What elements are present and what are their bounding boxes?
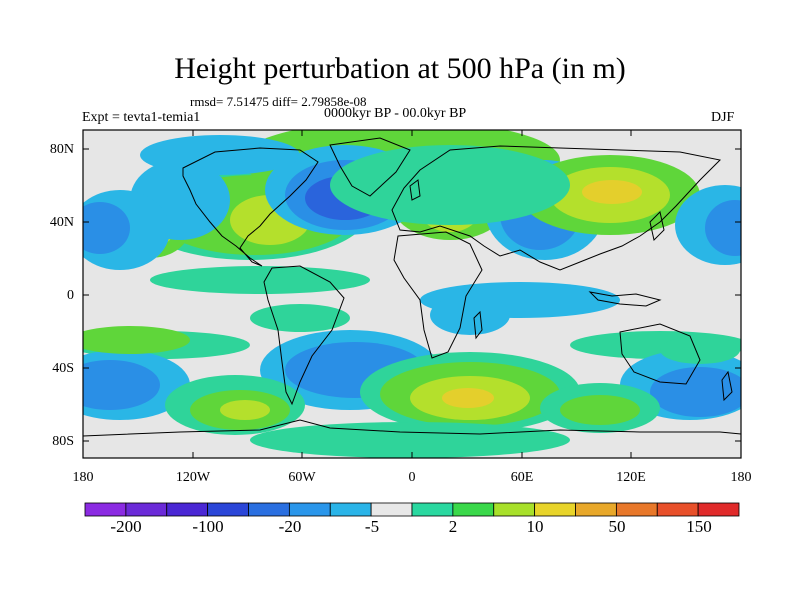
y-tick-label: 80S	[52, 434, 74, 449]
colorbar-label: -20	[278, 517, 302, 536]
coastline-north-america	[182, 147, 319, 267]
colorbar-swatch	[452, 502, 495, 517]
anomaly-contour	[150, 266, 370, 294]
coastline-japan	[649, 211, 665, 241]
anomaly-contour	[660, 336, 740, 364]
colorbar-label: -5	[364, 517, 380, 536]
colorbar-swatch	[411, 502, 454, 517]
colorbar-label: 50	[608, 517, 626, 536]
colorbar-swatch	[166, 502, 209, 517]
coastline-antarctica	[83, 419, 741, 437]
colorbar-swatch	[207, 502, 249, 517]
colorbar-label: -200	[110, 517, 142, 536]
stats-line: rmsd= 7.51475 diff= 2.79858e-08	[190, 94, 367, 109]
colorbar-swatch	[288, 502, 331, 517]
coastline-africa	[393, 231, 483, 359]
map-title: Height perturbation at 500 hPa (in m)	[174, 52, 626, 85]
anomaly-contour	[83, 202, 130, 254]
colorbar	[84, 502, 740, 517]
height-perturbation-field	[83, 130, 741, 458]
x-tick-label: 180	[730, 470, 752, 485]
colorbar-label: -100	[192, 517, 224, 536]
colorbar-swatch	[493, 502, 536, 517]
anomaly-contour	[250, 422, 570, 458]
anomaly-contour	[83, 360, 160, 410]
x-tick-label: 120E	[616, 470, 646, 485]
y-tick-label: 0	[67, 288, 74, 303]
x-tick-label: 60W	[288, 470, 316, 485]
colorbar-label: 150	[686, 517, 712, 536]
coastline-new-zealand	[721, 370, 733, 402]
anomaly-contour	[330, 145, 570, 225]
anomaly-contour	[220, 400, 270, 420]
colorbar-swatch	[575, 502, 617, 517]
x-tick-label: 120W	[175, 470, 211, 485]
coastlines	[83, 137, 741, 437]
coastline-indonesia	[588, 291, 662, 307]
coastline-madagascar	[473, 310, 483, 340]
coastline-south-america	[263, 265, 345, 406]
anomaly-contour	[83, 326, 190, 354]
colorbar-swatch	[248, 502, 290, 517]
colorbar-label: 10	[526, 517, 544, 536]
anomaly-contour	[442, 388, 494, 408]
coastline-eurasia	[391, 145, 722, 271]
colorbar-swatch	[615, 502, 658, 517]
colorbar-swatch	[370, 502, 413, 517]
colorbar-swatch	[656, 502, 699, 517]
x-tick-label: 180	[72, 470, 94, 485]
coastline-greenland	[329, 137, 411, 197]
anomaly-contour	[250, 304, 350, 332]
season-label: DJF	[711, 110, 735, 125]
x-tick-label: 0	[408, 470, 416, 485]
colorbar-swatch	[84, 502, 127, 517]
coastline-uk	[409, 179, 421, 201]
anomaly-contour	[140, 135, 300, 175]
y-tick-label: 80N	[49, 142, 74, 157]
y-tick-label: 40S	[52, 361, 74, 376]
experiment-label: Expt = tevta1-temia1	[82, 110, 201, 125]
colorbar-swatch	[534, 502, 576, 517]
time-range-label: 0000kyr BP - 00.0kyr BP	[324, 106, 467, 121]
anomaly-contour	[705, 200, 741, 256]
y-tick-label: 40N	[49, 215, 74, 230]
anomaly-contour	[582, 180, 642, 204]
x-tick-label: 60E	[510, 470, 534, 485]
coastline-australia	[619, 323, 701, 385]
colorbar-swatch	[329, 502, 372, 517]
anomaly-contour	[560, 395, 640, 425]
anomaly-contour	[430, 295, 510, 335]
colorbar-label: 2	[448, 517, 458, 536]
colorbar-swatch	[697, 502, 740, 517]
anomaly-contour	[650, 367, 741, 417]
axis-ticks	[82, 130, 742, 458]
colorbar-swatch	[125, 502, 168, 517]
